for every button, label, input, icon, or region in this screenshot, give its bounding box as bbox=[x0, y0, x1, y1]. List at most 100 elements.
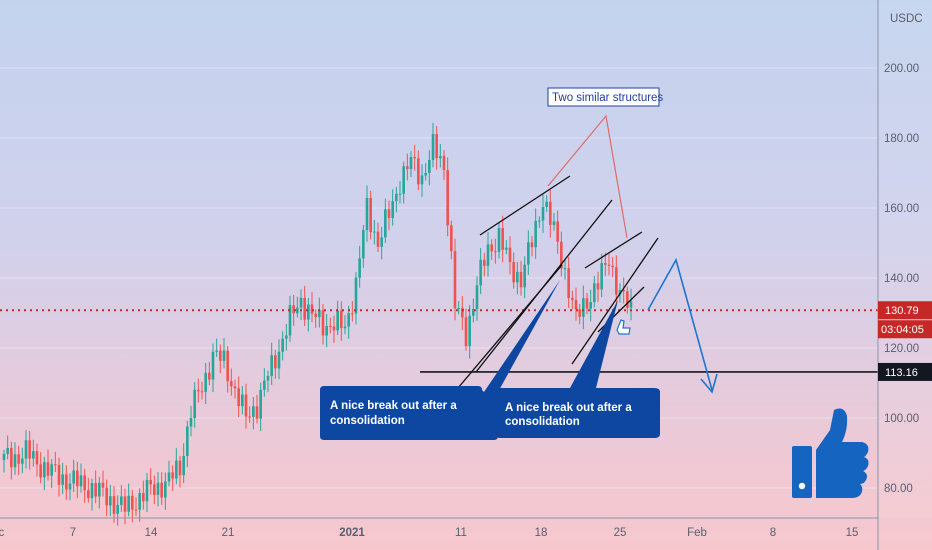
x-tick-label: 15 bbox=[846, 527, 859, 539]
channel-line bbox=[475, 199, 613, 373]
candle-body bbox=[369, 197, 372, 233]
candle-body bbox=[219, 350, 222, 361]
candle-body bbox=[281, 338, 284, 352]
candle-body bbox=[442, 156, 446, 170]
candle-body bbox=[21, 458, 24, 464]
candle-body bbox=[120, 496, 123, 505]
candle-body bbox=[343, 326, 347, 329]
candle-body bbox=[230, 381, 233, 387]
callout-1-line-2: consolidation bbox=[330, 415, 405, 427]
candle-body bbox=[175, 460, 178, 479]
candle-body bbox=[72, 470, 75, 484]
candle-body bbox=[615, 267, 618, 295]
candle-body bbox=[61, 474, 64, 485]
candle-body bbox=[578, 309, 581, 317]
candle-body bbox=[494, 251, 497, 253]
candle-body bbox=[413, 157, 416, 159]
small-thumbs-up-icon bbox=[616, 319, 631, 335]
x-tick-label: 14 bbox=[145, 527, 158, 539]
support-label: 113.16 bbox=[885, 367, 918, 379]
candle-body bbox=[255, 406, 259, 419]
candle-body bbox=[486, 244, 490, 266]
candle-body bbox=[512, 261, 515, 283]
candle-body bbox=[65, 474, 68, 490]
callout-1-line-1: A nice break out after a bbox=[330, 400, 457, 412]
candle-body bbox=[266, 375, 270, 381]
channel-line bbox=[479, 175, 571, 236]
candle-body bbox=[556, 221, 559, 242]
candle-body bbox=[54, 464, 57, 466]
candle-body bbox=[83, 475, 86, 491]
candle-body bbox=[178, 460, 182, 476]
candle-body bbox=[299, 297, 303, 308]
candle-body bbox=[582, 298, 585, 317]
y-tick-label: 140.00 bbox=[884, 273, 919, 285]
candle-body bbox=[171, 472, 174, 479]
currency-label: USDC bbox=[890, 13, 923, 25]
candle-body bbox=[464, 317, 468, 347]
candle-body bbox=[527, 242, 530, 265]
candle-body bbox=[270, 355, 273, 376]
candle-body bbox=[215, 350, 218, 352]
time-axis: Dec 7 14 21 2021 11 18 25 Feb 8 15 bbox=[0, 517, 878, 539]
candle-body bbox=[248, 416, 251, 418]
candle-body bbox=[600, 263, 603, 290]
candle-body bbox=[340, 310, 343, 329]
x-tick-label: Feb bbox=[687, 527, 707, 539]
price-axis-bg bbox=[878, 0, 932, 518]
thumbs-up-icon bbox=[792, 408, 869, 498]
candle-body bbox=[57, 464, 61, 485]
candle-body bbox=[351, 313, 354, 315]
candle-body bbox=[629, 301, 633, 308]
candle-body bbox=[490, 244, 493, 252]
candle-body bbox=[505, 247, 508, 250]
candle-body bbox=[604, 263, 607, 265]
candle-body bbox=[325, 325, 328, 336]
candle-body bbox=[417, 158, 420, 185]
candles bbox=[2, 122, 633, 526]
candle-body bbox=[167, 472, 171, 482]
candle-body bbox=[431, 133, 435, 160]
candle-body bbox=[538, 220, 541, 222]
candle-body bbox=[149, 479, 152, 485]
candle-body bbox=[138, 493, 141, 510]
candle-body bbox=[483, 259, 486, 266]
candle-body bbox=[497, 228, 501, 252]
countdown-label: 03:04:05 bbox=[881, 324, 924, 336]
candle-body bbox=[68, 483, 72, 490]
x-tick-label: 18 bbox=[535, 527, 548, 539]
candle-body bbox=[508, 247, 512, 262]
candle-body bbox=[479, 259, 482, 286]
candle-body bbox=[259, 389, 262, 419]
candle-body bbox=[274, 355, 277, 369]
candle-body bbox=[131, 495, 134, 510]
candle-body bbox=[13, 454, 17, 468]
candle-body bbox=[296, 307, 299, 314]
price-axis: USDC 80.00 100.00 120.00 140.00 160.00 180.00 2… bbox=[877, 0, 932, 550]
candle-body bbox=[472, 308, 475, 316]
candle-body bbox=[585, 298, 589, 309]
candle-body bbox=[428, 159, 431, 173]
candle-body bbox=[189, 418, 193, 427]
candle-body bbox=[307, 304, 310, 320]
x-tick-label: 21 bbox=[222, 527, 235, 539]
candle-body bbox=[391, 201, 394, 218]
projection-arrowhead bbox=[700, 373, 718, 394]
current-price-tag bbox=[878, 301, 932, 320]
candle-body bbox=[101, 482, 105, 488]
candle-body bbox=[50, 464, 53, 476]
candle-body bbox=[530, 242, 534, 248]
candle-body bbox=[596, 283, 600, 290]
candle-body bbox=[17, 454, 20, 464]
callout-2-bg bbox=[496, 300, 660, 438]
candle-body bbox=[182, 455, 185, 476]
candle-body bbox=[406, 166, 409, 170]
candle-body bbox=[116, 504, 119, 514]
candle-body bbox=[552, 221, 556, 225]
candle-body bbox=[2, 453, 6, 460]
candle-body bbox=[109, 496, 112, 506]
candle-body bbox=[24, 440, 28, 459]
candle-body bbox=[164, 481, 167, 498]
candle-body bbox=[211, 351, 215, 380]
